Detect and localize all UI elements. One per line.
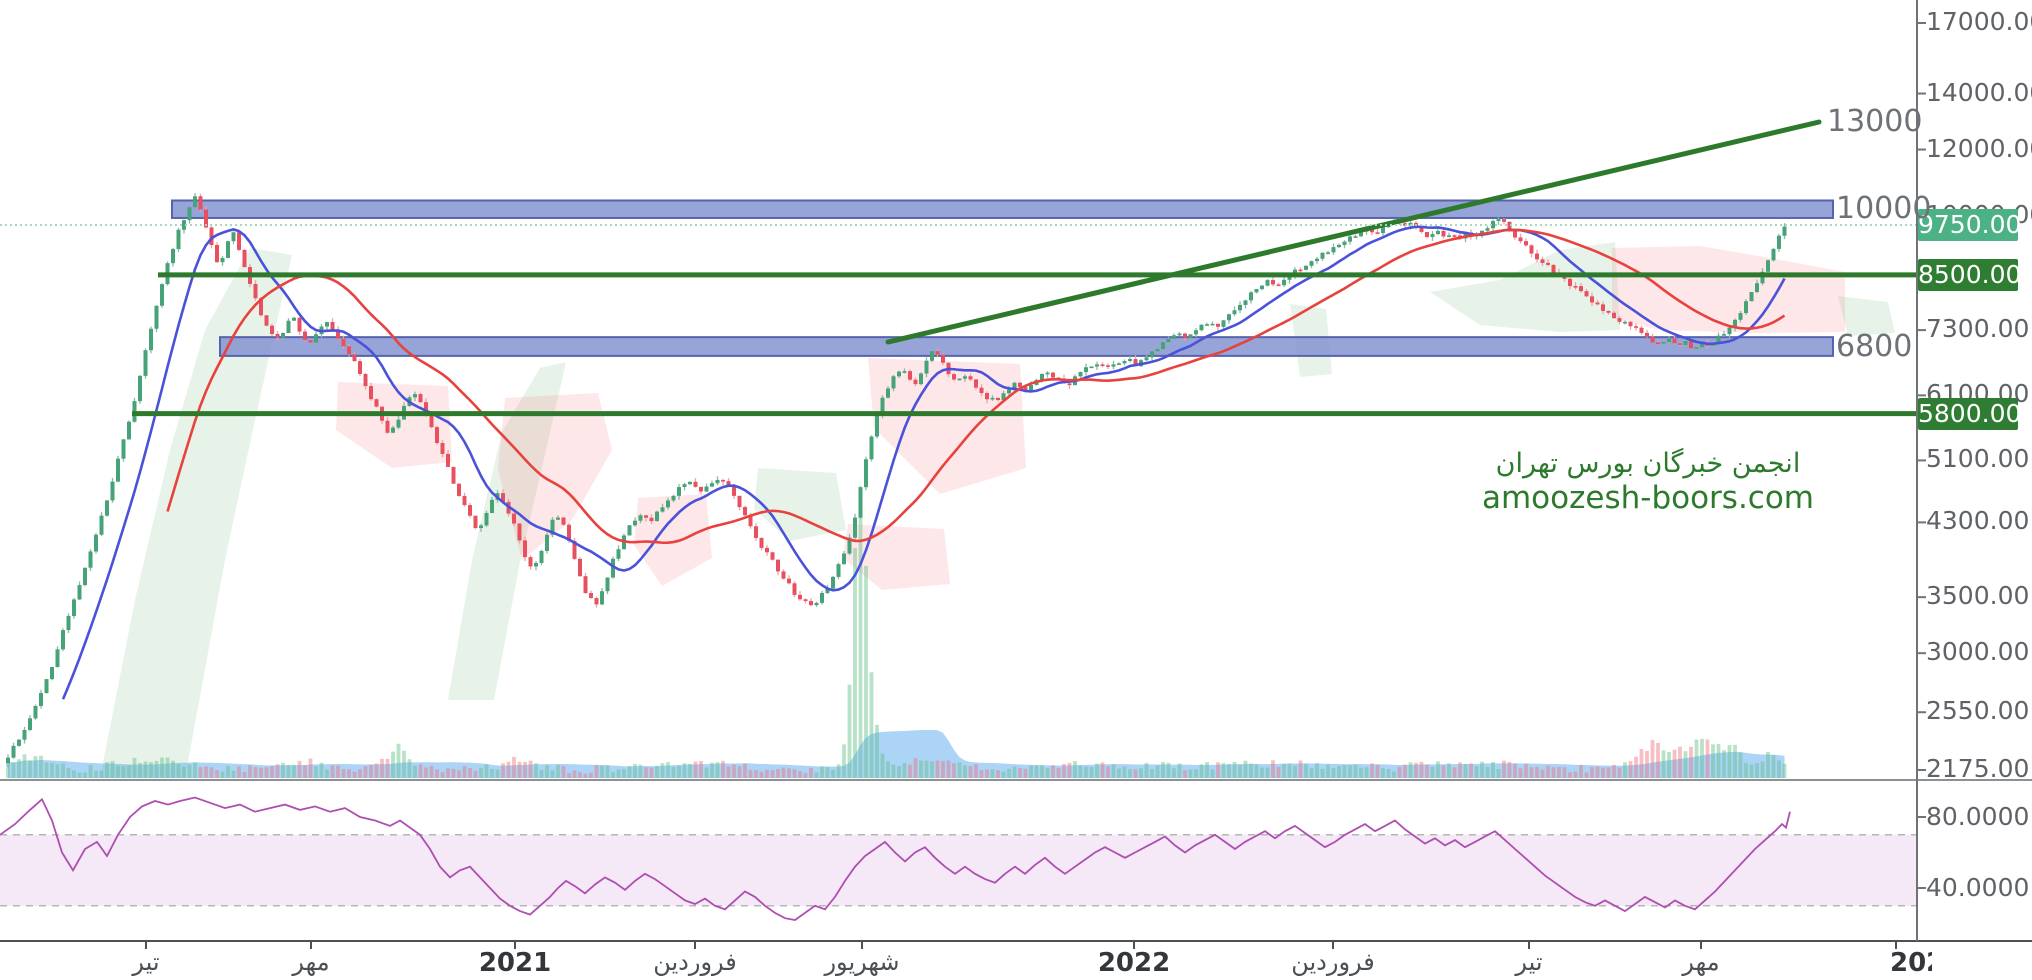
last-price-badge: 9750.00 bbox=[1918, 208, 2022, 241]
level-price-badge-8500: 8500.00 bbox=[1918, 258, 2022, 291]
price-tick-label: 7300.00 bbox=[1926, 314, 2030, 344]
time-tick-label: تیر bbox=[1515, 948, 1543, 976]
time-tick-label: تیر bbox=[132, 948, 160, 976]
time-tick-label: 2021 bbox=[478, 948, 552, 978]
price-tick-label: 12000.00 bbox=[1926, 133, 2032, 163]
price-tick-label: 3500.00 bbox=[1926, 581, 2030, 611]
time-tick-label: 2022 bbox=[1097, 948, 1171, 978]
price-tick-label: 4300.00 bbox=[1926, 506, 2030, 536]
rsi-tick-label: 80.0000 bbox=[1926, 802, 2030, 831]
rsi-tick-label: 40.0000 bbox=[1926, 873, 2030, 902]
price-tick-label: 2175.00 bbox=[1926, 754, 2030, 783]
time-tick-label: فروردین bbox=[1291, 948, 1375, 976]
time-tick-label: 2023 bbox=[1890, 948, 1932, 978]
time-tick-label: مهر bbox=[1682, 948, 1720, 976]
resistance-zone-label: 10000 bbox=[1836, 191, 1932, 227]
price-tick-label: 17000.00 bbox=[1926, 7, 2032, 36]
price-tick-label: 14000.00 bbox=[1926, 77, 2032, 107]
support-zone-label: 6800 bbox=[1836, 328, 1913, 364]
level-price-badge-5800: 5800.00 bbox=[1918, 397, 2022, 430]
trendline-target-label: 13000 bbox=[1827, 104, 1923, 139]
price-tick-label: 2550.00 bbox=[1926, 696, 2030, 726]
price-tick-label: 5100.00 bbox=[1926, 444, 2030, 474]
price-tick-label: 3000.00 bbox=[1926, 637, 2030, 667]
time-tick-label: فروردین bbox=[653, 948, 737, 976]
time-tick-label: شهریور bbox=[824, 948, 900, 976]
time-tick-label: مهر bbox=[292, 948, 330, 976]
